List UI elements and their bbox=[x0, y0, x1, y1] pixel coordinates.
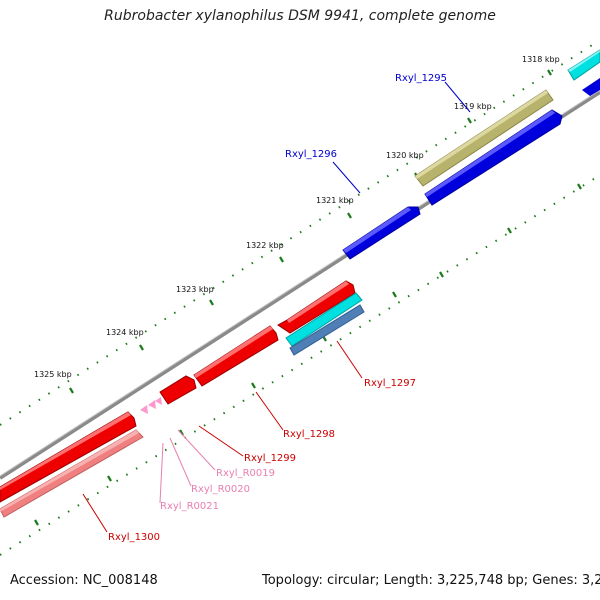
gene-rxyl-1299[interactable] bbox=[159, 375, 197, 405]
gene-rxyl-1300[interactable] bbox=[0, 411, 137, 503]
gene-rrna-reverse-highlight bbox=[0, 430, 139, 512]
label-rxyl-1295[interactable]: Rxyl_1295 bbox=[395, 73, 447, 84]
gene-rxyl-r0020[interactable] bbox=[148, 400, 156, 409]
gene-cyan-reverse[interactable] bbox=[285, 292, 363, 347]
genome-summary-text: Topology: circular; Length: 3,225,748 bp… bbox=[262, 573, 600, 588]
kbp-label-1323: 1323 kbp bbox=[176, 285, 214, 294]
kbp-label-1319: 1319 kbp bbox=[454, 102, 492, 111]
gene-rxyl-r0021[interactable] bbox=[140, 405, 148, 414]
gene-feature-cyan-top[interactable] bbox=[567, 49, 600, 81]
gene-feature-blue-edge[interactable] bbox=[582, 78, 600, 96]
gene-rxyl-r0019[interactable] bbox=[155, 397, 162, 405]
kbp-label-1321: 1321 kbp bbox=[316, 196, 354, 205]
gene-rrna-reverse[interactable] bbox=[0, 429, 144, 518]
label-rxyl-1298[interactable]: Rxyl_1298 bbox=[283, 429, 335, 440]
gene-blue-forward[interactable] bbox=[424, 109, 563, 206]
gene-rxyl-1297-highlight bbox=[287, 281, 349, 323]
kbp-label-1325: 1325 kbp bbox=[34, 370, 72, 379]
gene-rxyl-1298-highlight bbox=[194, 326, 273, 378]
callout-lines bbox=[82, 81, 471, 533]
gene-rxyl-1295-highlight bbox=[415, 90, 548, 179]
label-rxyl-r0019[interactable]: Rxyl_R0019 bbox=[216, 468, 275, 479]
map-title: Rubrobacter xylanophilus DSM 9941, compl… bbox=[104, 8, 496, 24]
label-rxyl-1297[interactable]: Rxyl_1297 bbox=[364, 378, 416, 389]
gene-rxyl-1300-highlight bbox=[0, 412, 131, 490]
gene-steel-reverse[interactable] bbox=[289, 304, 365, 356]
gene-rxyl-1298[interactable] bbox=[193, 325, 279, 387]
gene-rxyl-1296[interactable] bbox=[342, 206, 421, 260]
kbp-label-1324: 1324 kbp bbox=[106, 328, 144, 337]
gene-rxyl-1296-highlight bbox=[343, 207, 411, 253]
inner-major-ticks bbox=[34, 183, 582, 526]
kbp-label-1320: 1320 kbp bbox=[386, 151, 424, 160]
kbp-label-1318: 1318 kbp bbox=[522, 55, 560, 64]
accession-text: Accession: NC_008148 bbox=[10, 573, 158, 588]
label-rxyl-1296[interactable]: Rxyl_1296 bbox=[285, 149, 337, 160]
label-rxyl-1300[interactable]: Rxyl_1300 bbox=[108, 532, 160, 543]
gene-feature-cyan-top-highlight bbox=[568, 50, 600, 72]
label-rxyl-1299[interactable]: Rxyl_1299 bbox=[244, 453, 296, 464]
kbp-label-1322: 1322 kbp bbox=[246, 241, 284, 250]
label-rxyl-r0020[interactable]: Rxyl_R0020 bbox=[191, 484, 250, 495]
label-rxyl-r0021[interactable]: Rxyl_R0021 bbox=[160, 501, 219, 512]
gene-blue-forward-highlight bbox=[425, 110, 555, 197]
